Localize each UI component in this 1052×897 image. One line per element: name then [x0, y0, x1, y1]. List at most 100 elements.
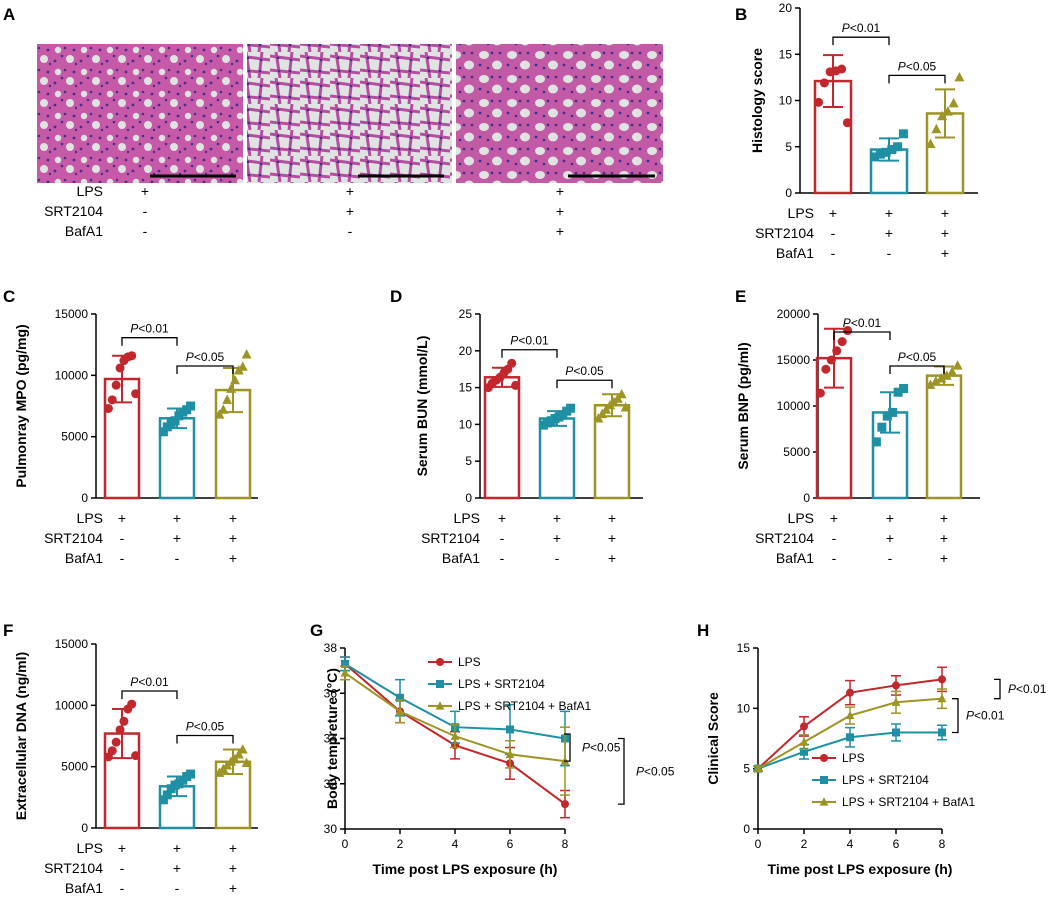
- y-tick-label: 0: [743, 822, 750, 836]
- data-point: [843, 326, 853, 336]
- data-point: [837, 337, 847, 347]
- condition-mark: +: [940, 510, 948, 526]
- x-tick-label: 4: [847, 837, 854, 851]
- panel-letter-a: A: [3, 5, 15, 24]
- data-point: [925, 138, 936, 149]
- legend-label: LPS + SRT2104: [458, 677, 545, 691]
- data-point: [340, 668, 350, 677]
- condition-mark: +: [229, 550, 237, 566]
- data-point: [947, 366, 958, 377]
- condition-mark: +: [608, 530, 616, 546]
- condition-mark: -: [832, 550, 837, 566]
- condition-mark: -: [887, 245, 892, 261]
- x-tick-label: 2: [801, 837, 808, 851]
- legend-marker: [436, 658, 444, 666]
- micrograph-lps: [37, 44, 243, 183]
- chart-f-extracellular-dna: 0 5000 10000 15000 Extracellular DNA (ng/ml)…: [13, 637, 258, 896]
- data-point: [846, 733, 854, 742]
- y-tick-label: 15000: [777, 353, 811, 367]
- condition-mark: +: [346, 203, 354, 219]
- condition-label-bafa1: BafA1: [65, 550, 103, 566]
- y-tick-label: 10000: [55, 368, 89, 382]
- data-point: [170, 416, 180, 426]
- condition-label-bafa1: BafA1: [442, 550, 480, 566]
- data-point: [229, 374, 240, 385]
- condition-mark: +: [553, 530, 561, 546]
- condition-mark: -: [120, 880, 125, 896]
- significance-label: P<0.05: [636, 764, 675, 778]
- condition-label-lps: LPS: [77, 840, 103, 856]
- condition-mark: +: [229, 530, 237, 546]
- data-point: [882, 411, 892, 421]
- condition-mark: +: [553, 510, 561, 526]
- condition-mark: +: [141, 183, 149, 199]
- condition-mark: +: [941, 205, 949, 221]
- data-point: [119, 716, 129, 726]
- y-tick-label: 5: [465, 454, 472, 468]
- condition-mark: +: [173, 530, 181, 546]
- data-point: [877, 422, 887, 432]
- data-point: [507, 358, 517, 368]
- y-tick-label: 5: [785, 140, 792, 154]
- significance-bracket: [832, 36, 890, 46]
- condition-mark: -: [120, 860, 125, 876]
- significance-label: P<0.05: [898, 59, 937, 73]
- data-point: [226, 383, 237, 393]
- condition-mark: +: [229, 880, 237, 896]
- condition-mark: -: [831, 225, 836, 241]
- data-point: [214, 409, 225, 419]
- y-tick-label: 20000: [777, 307, 811, 321]
- condition-label-lps: LPS: [788, 205, 814, 221]
- condition-label-bafa1: BafA1: [65, 223, 103, 239]
- significance-label: P<0.01: [130, 675, 169, 689]
- panel-letter-b: B: [735, 5, 747, 24]
- condition-mark: -: [143, 223, 148, 239]
- condition-mark: +: [608, 510, 616, 526]
- significance-bracket: [176, 365, 234, 374]
- data-point: [952, 360, 963, 370]
- chart-g-body-temperature: 30 32 34 36 38 0 2 4 6 8 Body tempreture (°C) Time …: [324, 641, 675, 877]
- x-tick-label: 0: [342, 837, 349, 851]
- condition-mark: +: [886, 510, 894, 526]
- y-tick-label: 32: [324, 777, 338, 791]
- panel-letter-e: E: [735, 287, 746, 306]
- chart-h-clinical-score: 0 5 10 15 0 2 4 6 8 Clinical Score Time post LPS e…: [705, 641, 1047, 877]
- legend-marker: [820, 754, 828, 762]
- panel-letter-d: D: [390, 287, 402, 306]
- chart-e-serum-bnp: 0 5000 10000 15000 20000 Serum BNP (pg/ml) P<0…: [735, 307, 980, 566]
- condition-mark: -: [120, 530, 125, 546]
- data-point: [396, 693, 404, 702]
- significance-bracket: [889, 365, 945, 374]
- legend-marker: [436, 680, 444, 688]
- condition-label-srt2104: SRT2104: [421, 530, 480, 546]
- y-tick-label: 0: [785, 186, 792, 200]
- y-tick-label: 34: [324, 732, 338, 746]
- data-point: [891, 697, 901, 706]
- data-point: [158, 427, 168, 437]
- data-point: [875, 149, 885, 159]
- y-tick-label: 5000: [61, 430, 88, 444]
- condition-mark: +: [498, 510, 506, 526]
- condition-label-srt2104: SRT2104: [44, 860, 103, 876]
- panel-letter-f: F: [3, 621, 13, 640]
- y-tick-label: 0: [81, 821, 88, 835]
- panel-letter-c: C: [3, 287, 15, 306]
- data-point: [941, 370, 952, 380]
- condition-mark: +: [346, 183, 354, 199]
- data-point: [846, 688, 854, 697]
- y-tick-label: 20: [459, 344, 473, 358]
- condition-label-bafa1: BafA1: [776, 245, 814, 261]
- condition-mark: +: [885, 205, 893, 221]
- data-point: [753, 763, 763, 773]
- legend-marker: [819, 797, 829, 806]
- y-tick-label: 10000: [777, 399, 811, 413]
- data-point: [505, 749, 515, 758]
- x-axis-label: Time post LPS exposure (h): [768, 861, 953, 877]
- data-point: [620, 402, 631, 412]
- data-point: [925, 379, 936, 389]
- data-point: [888, 407, 898, 417]
- significance-bracket: [564, 733, 571, 762]
- data-point: [799, 737, 809, 746]
- data-point: [938, 728, 946, 737]
